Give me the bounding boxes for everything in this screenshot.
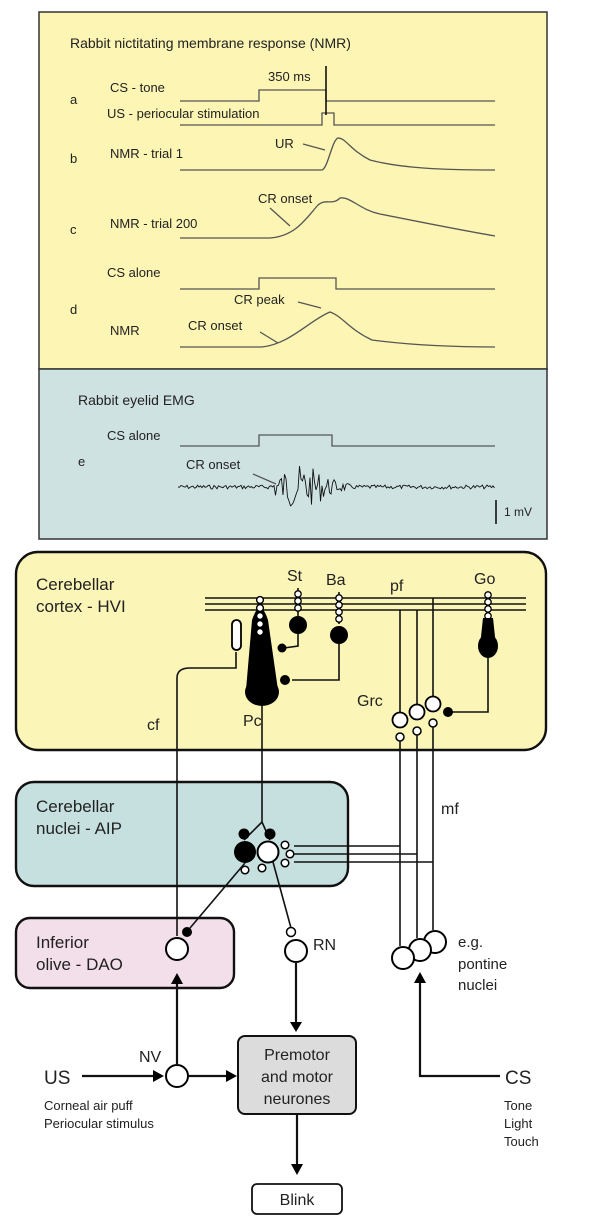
mf-label: mf (441, 801, 459, 818)
cs-alone-label-e: CS alone (107, 428, 160, 443)
cr-onset-pointer-e (252, 473, 277, 485)
row-e-letter: e (78, 454, 85, 469)
emg-trace (177, 466, 495, 507)
cf-label: cf (147, 717, 160, 734)
st-label: St (287, 568, 303, 585)
nmr-panel: Rabbit nictitating membrane response (NM… (38, 11, 548, 370)
row-b-letter: b (70, 151, 77, 166)
ba-label: Ba (326, 572, 346, 589)
us-desc1: Corneal air puff (44, 1098, 133, 1113)
duration-label: 350 ms (268, 69, 311, 84)
mossy-fibres (294, 727, 434, 946)
row-d-letter: d (70, 302, 77, 317)
nmr-trace-d (180, 311, 496, 348)
olive-label-line2: olive - DAO (36, 955, 123, 974)
premotor-line3: neurones (264, 1091, 331, 1108)
nmr-trial200-label: NMR - trial 200 (110, 216, 197, 231)
cs-desc3: Touch (504, 1134, 539, 1149)
cs-desc2: Light (504, 1116, 533, 1131)
olive-label-line1: Inferior (36, 933, 89, 952)
pontine-line1: e.g. (458, 934, 483, 951)
cr-peak-pointer (297, 301, 322, 309)
cs-desc1: Tone (504, 1098, 532, 1113)
cr-onset-label-c: CR onset (258, 191, 313, 206)
cr-onset-pointer-d (259, 331, 279, 344)
emg-panel: Rabbit eyelid EMG CS alone e CR onset 1 … (38, 368, 548, 540)
granule-cells (391, 598, 442, 742)
blink-box (251, 1183, 343, 1215)
nmr-trial200-trace (180, 197, 496, 239)
pf-label: pf (390, 578, 404, 595)
grc-label: Grc (357, 693, 383, 710)
us-stimulation-trace (180, 112, 495, 126)
pontine-line2: pontine (458, 956, 507, 973)
nuclei-label-line2: nuclei - AIP (36, 819, 122, 838)
inferior-olive-region (14, 916, 236, 990)
arrow-head (226, 1070, 237, 1082)
cr-onset-pointer-c (269, 207, 291, 227)
stellate-cell (277, 588, 307, 653)
row-c-letter: c (70, 222, 77, 237)
arrow-head (153, 1070, 164, 1082)
red-nucleus-cell (284, 939, 308, 963)
climbing-fibre (176, 619, 242, 936)
nv-cell (165, 1064, 189, 1088)
emg-panel-bg (38, 368, 548, 540)
emg-panel-title: Rabbit eyelid EMG (78, 392, 195, 408)
cr-onset-label-d: CR onset (188, 318, 243, 333)
cs-alone-trace-e (180, 434, 495, 447)
nuclear-cells (182, 828, 297, 938)
arrow-head (171, 973, 183, 984)
pontine-line3: nuclei (458, 977, 497, 994)
basket-cell (280, 592, 348, 685)
nuclei-label-line1: Cerebellar (36, 797, 115, 816)
cr-peak-label: CR peak (234, 292, 285, 307)
cs-label: CS (505, 1068, 531, 1089)
purkinje-cell (245, 595, 279, 706)
cs-tone-trace (180, 89, 495, 102)
us-label: US (44, 1068, 70, 1089)
arrow-head (291, 1164, 303, 1175)
nmr-trial1-trace (180, 137, 496, 171)
us-desc2: Periocular stimulus (44, 1116, 154, 1131)
cs-tone-label: CS - tone (110, 80, 165, 95)
pontine-cells (391, 930, 447, 970)
cs-alone-label-d: CS alone (107, 265, 160, 280)
pc-label: Pc (243, 713, 262, 730)
premotor-line2: and motor (261, 1069, 334, 1086)
olive-cell (165, 937, 189, 961)
arrow-head (414, 972, 426, 983)
go-label: Go (474, 571, 495, 588)
golgi-cell (443, 591, 498, 717)
cs-arrow (418, 982, 500, 1078)
arrow-head (290, 1022, 302, 1032)
cs-alone-trace-d (180, 277, 495, 290)
circuit: Cerebellar cortex - HVI Cerebellar nucle… (14, 550, 548, 1215)
cr-onset-label-e: CR onset (186, 457, 241, 472)
nmr-label-d: NMR (110, 323, 140, 338)
rn-label: RN (313, 937, 336, 954)
nmr-trial1-label: NMR - trial 1 (110, 146, 183, 161)
cortex-label-line2: cortex - HVI (36, 597, 126, 616)
nmr-panel-title: Rabbit nictitating membrane response (NM… (70, 35, 351, 51)
row-a-letter: a (70, 92, 78, 107)
blink-label: Blink (280, 1192, 316, 1209)
ur-pointer (302, 143, 326, 151)
cortex-label-line1: Cerebellar (36, 575, 115, 594)
nv-label: NV (139, 1049, 162, 1066)
nmr-panel-bg (38, 11, 548, 370)
premotor-line1: Premotor (264, 1047, 330, 1064)
us-stimulation-label: US - periocular stimulation (107, 106, 259, 121)
ur-label: UR (275, 136, 294, 151)
scale-label: 1 mV (504, 505, 532, 519)
